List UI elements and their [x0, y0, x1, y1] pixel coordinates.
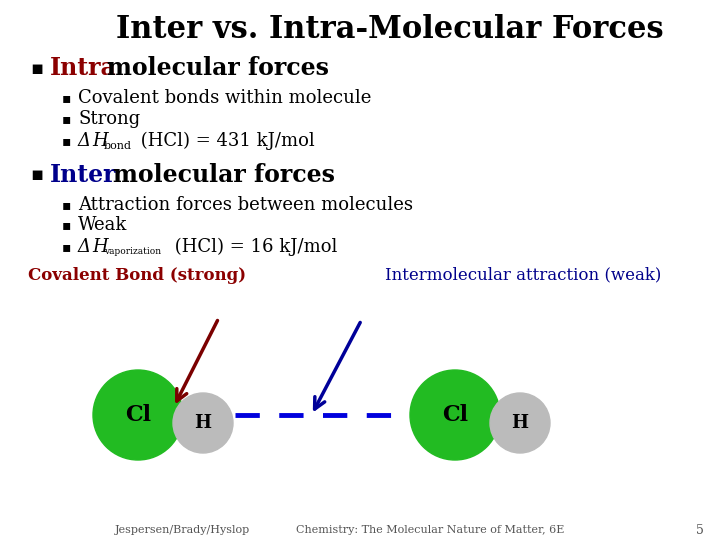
Text: ▪: ▪ — [62, 198, 71, 212]
Text: ▪: ▪ — [62, 91, 71, 105]
Text: ▪: ▪ — [30, 58, 43, 78]
Text: ▪: ▪ — [30, 165, 43, 185]
Text: Δ: Δ — [78, 238, 91, 256]
Circle shape — [410, 370, 500, 460]
Text: Intra: Intra — [50, 56, 117, 80]
Text: Intermolecular attraction (weak): Intermolecular attraction (weak) — [385, 267, 662, 284]
Text: Cl: Cl — [442, 404, 468, 426]
Text: Attraction forces between molecules: Attraction forces between molecules — [78, 196, 413, 214]
Text: Covalent Bond (strong): Covalent Bond (strong) — [28, 267, 246, 284]
Text: (HCl) = 16 kJ/mol: (HCl) = 16 kJ/mol — [169, 238, 338, 256]
Circle shape — [93, 370, 183, 460]
Text: Strong: Strong — [78, 110, 140, 128]
Text: ▪: ▪ — [62, 112, 71, 126]
Circle shape — [490, 393, 550, 453]
Text: H: H — [194, 414, 212, 432]
Text: ▪: ▪ — [62, 218, 71, 232]
Text: H: H — [511, 414, 528, 432]
Text: bond: bond — [104, 141, 132, 151]
Text: vaporization: vaporization — [104, 247, 161, 256]
Text: 5: 5 — [696, 523, 704, 537]
Text: H: H — [92, 132, 108, 150]
Text: (HCl) = 431 kJ/mol: (HCl) = 431 kJ/mol — [135, 132, 315, 150]
Circle shape — [173, 393, 233, 453]
Text: Weak: Weak — [78, 216, 127, 234]
Text: ▪: ▪ — [62, 134, 71, 148]
Text: Inter: Inter — [50, 163, 117, 187]
Text: molecular forces: molecular forces — [113, 163, 335, 187]
Text: Inter vs. Intra-Molecular Forces: Inter vs. Intra-Molecular Forces — [116, 15, 664, 45]
Text: Δ: Δ — [78, 132, 91, 150]
Text: H: H — [92, 238, 108, 256]
Text: Cl: Cl — [125, 404, 151, 426]
Text: Chemistry: The Molecular Nature of Matter, 6E: Chemistry: The Molecular Nature of Matte… — [296, 525, 564, 535]
Text: Jespersen/Brady/Hyslop: Jespersen/Brady/Hyslop — [115, 525, 251, 535]
Text: molecular forces: molecular forces — [107, 56, 329, 80]
Text: ▪: ▪ — [62, 240, 71, 254]
Text: Covalent bonds within molecule: Covalent bonds within molecule — [78, 89, 372, 107]
